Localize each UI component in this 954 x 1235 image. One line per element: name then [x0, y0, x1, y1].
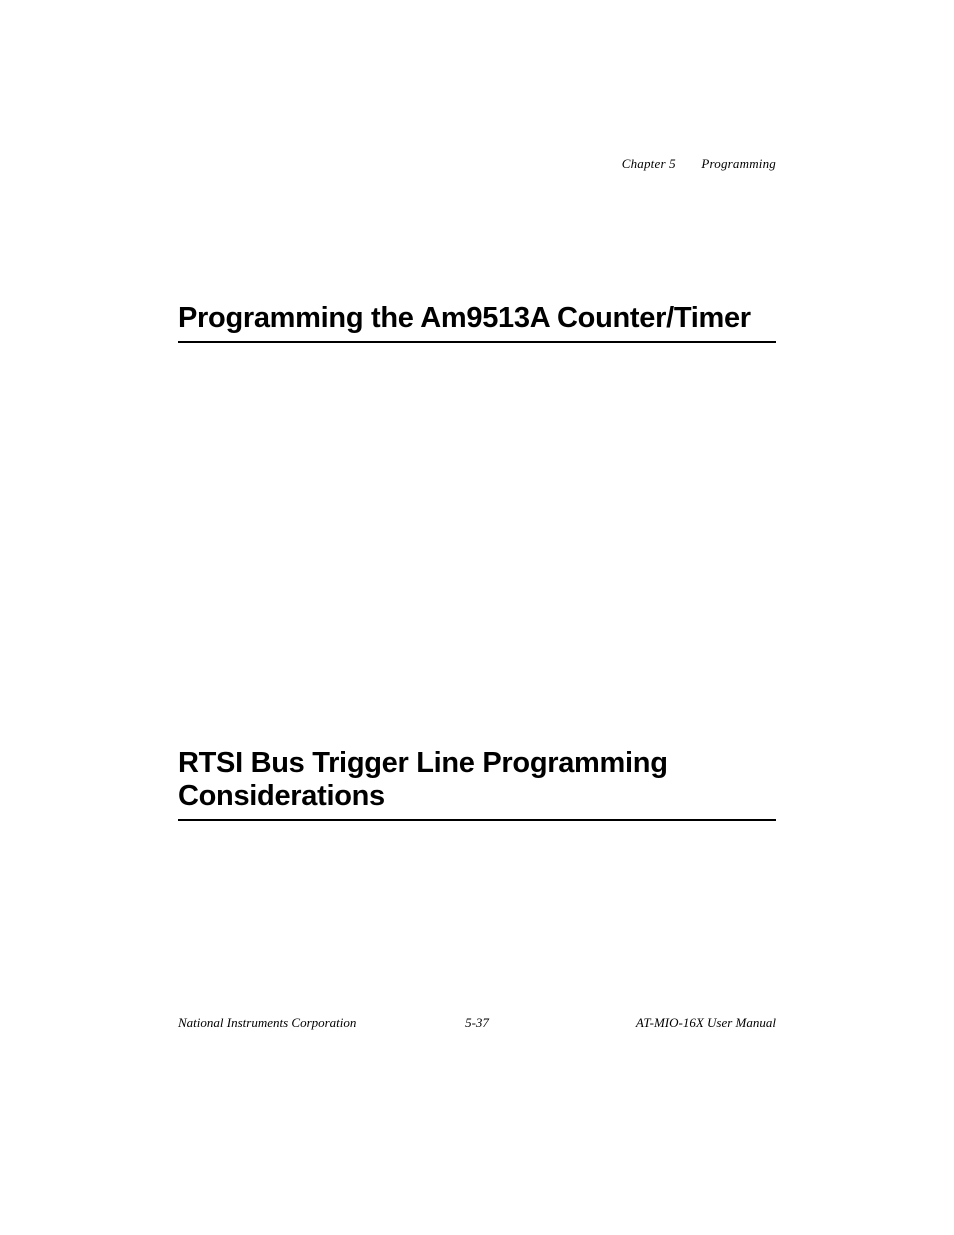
page-footer: National Instruments Corporation 5-37 AT… [178, 1015, 776, 1031]
running-head-title: Programming [701, 156, 776, 171]
section-heading-2: RTSI Bus Trigger Line Programming Consid… [178, 747, 776, 821]
section-heading-1: Programming the Am9513A Counter/Timer [178, 302, 776, 343]
footer-right: AT-MIO-16X User Manual [636, 1015, 776, 1031]
page: Chapter 5 Programming Programming the Am… [0, 0, 954, 1235]
running-head: Chapter 5 Programming [622, 156, 776, 172]
footer-page-number: 5-37 [465, 1015, 489, 1031]
footer-left: National Instruments Corporation [178, 1015, 356, 1031]
running-head-chapter: Chapter 5 [622, 156, 676, 171]
